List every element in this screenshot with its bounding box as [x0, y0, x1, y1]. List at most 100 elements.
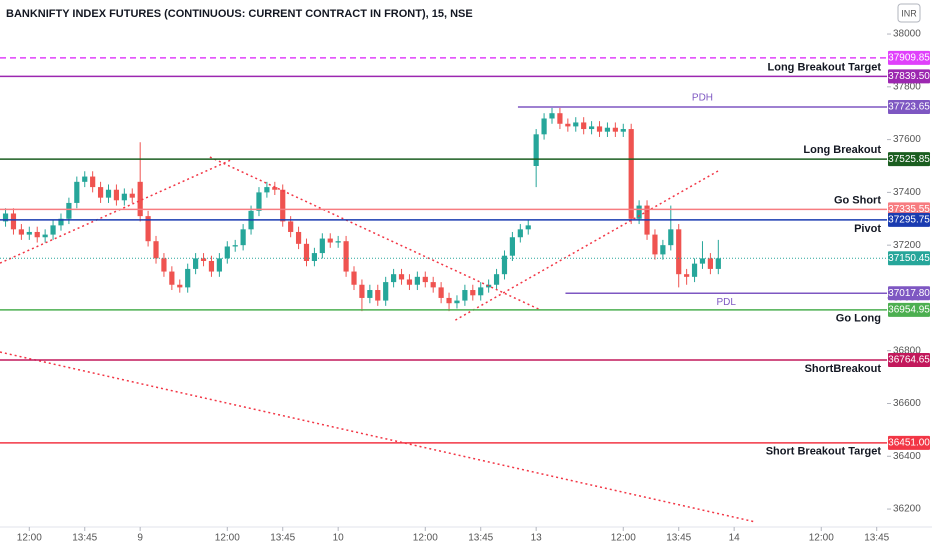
candle-body — [446, 297, 452, 304]
candle-body — [82, 176, 88, 182]
candle-body — [612, 127, 618, 132]
candle-body — [684, 274, 690, 277]
candle-body — [232, 245, 238, 247]
candle-body — [129, 193, 135, 198]
candle-body — [652, 234, 658, 255]
candle-body — [628, 129, 634, 219]
candle-body — [90, 176, 96, 188]
trend-line — [209, 156, 539, 310]
candle-body — [303, 243, 310, 261]
price-tag — [888, 353, 930, 368]
x-tick-label: 13:45 — [666, 533, 691, 544]
currency-box — [897, 3, 921, 23]
candle-body — [596, 126, 603, 132]
price-tag-label: 36764.65 — [888, 355, 930, 366]
candle-body — [588, 126, 595, 130]
price-tag — [888, 50, 930, 65]
candle-body — [240, 229, 246, 246]
price-axis — [887, 0, 932, 550]
candle-body — [145, 216, 151, 242]
candle-body — [486, 284, 492, 288]
candle-body — [422, 276, 428, 283]
price-tag-label: 37525.85 — [888, 154, 930, 165]
candle-body — [295, 231, 302, 244]
candle-body — [493, 274, 500, 285]
candle-body — [541, 118, 547, 135]
price-tag — [888, 286, 930, 301]
candle-body — [525, 225, 531, 230]
candle-body — [406, 279, 413, 285]
level-label: PDL — [717, 297, 737, 308]
price-tag-label: 36451.00 — [888, 437, 930, 448]
candle-body — [509, 237, 516, 256]
candle-body — [636, 205, 642, 219]
candle-body — [351, 271, 357, 285]
candle-body — [288, 221, 294, 232]
candle-body — [153, 241, 159, 259]
candle-body — [121, 193, 127, 201]
y-tick-label: 36800 — [893, 345, 921, 356]
level-label: Long Breakout — [803, 144, 881, 156]
price-tag — [888, 152, 930, 167]
candle-body — [581, 122, 587, 130]
candle-body — [414, 276, 420, 285]
price-tag-label: 36954.95 — [888, 304, 930, 315]
y-tick-label: 37200 — [893, 240, 921, 251]
price-tag-label: 37150.45 — [888, 253, 930, 264]
x-tick-label: 10 — [333, 533, 345, 544]
candle-body — [18, 229, 24, 235]
trend-line — [0, 159, 231, 264]
level-label: Long Breakout Target — [768, 61, 882, 73]
trend-line — [0, 351, 756, 523]
candle-body — [193, 258, 199, 269]
candle-body — [549, 113, 555, 119]
price-tag-label: 37335.55 — [888, 204, 930, 215]
candle-body — [185, 268, 191, 288]
candle-body — [50, 225, 56, 235]
x-tick-label: 14 — [729, 533, 741, 544]
y-tick-label: 36200 — [893, 504, 921, 515]
candle-body — [74, 181, 80, 203]
level-label: Short Breakout Target — [766, 446, 882, 458]
candle-body — [454, 300, 460, 304]
level-label: Pivot — [854, 223, 881, 235]
candle-body — [470, 290, 476, 296]
x-tick-label: 13:45 — [468, 533, 493, 544]
candle-body — [565, 123, 571, 127]
candle-body — [42, 234, 48, 238]
x-tick-label: 13:45 — [270, 533, 295, 544]
candle-body — [97, 187, 104, 198]
candle-body — [391, 274, 397, 283]
candle-body — [58, 218, 64, 226]
level-label: ShortBreakout — [805, 363, 882, 375]
level-label: Go Short — [834, 194, 881, 206]
candle-body — [335, 241, 341, 243]
candle-body — [216, 258, 222, 272]
x-tick-label: 13:45 — [72, 533, 97, 544]
axis-layer: 3620036400366003680037000372003740037600… — [17, 29, 931, 544]
candle-body — [462, 290, 468, 301]
y-tick-label: 38000 — [893, 29, 921, 40]
currency: INR — [901, 8, 917, 18]
candle-body — [10, 213, 17, 230]
candle-body — [319, 238, 325, 254]
candle-body — [691, 263, 698, 277]
chart-title: BANKNIFTY INDEX FUTURES (CONTINUOUS: CUR… — [6, 8, 473, 20]
candle-body — [26, 231, 32, 235]
x-tick-label: 12:00 — [17, 533, 42, 544]
level-label: Go Long — [836, 313, 881, 325]
candle-body — [676, 229, 682, 275]
y-tick-label: 37400 — [893, 187, 921, 198]
candle-body — [660, 245, 666, 255]
candle-body — [137, 181, 143, 217]
y-tick-label: 37600 — [893, 134, 921, 145]
candle-body — [256, 192, 262, 211]
price-tag — [888, 435, 930, 450]
price-tag-label: 37723.65 — [888, 102, 930, 113]
candle-body — [177, 284, 183, 288]
candle-body — [200, 258, 207, 261]
x-tick-label: 12:00 — [413, 533, 438, 544]
price-tag-label: 37295.75 — [888, 215, 930, 226]
x-tick-label: 12:00 — [215, 533, 240, 544]
